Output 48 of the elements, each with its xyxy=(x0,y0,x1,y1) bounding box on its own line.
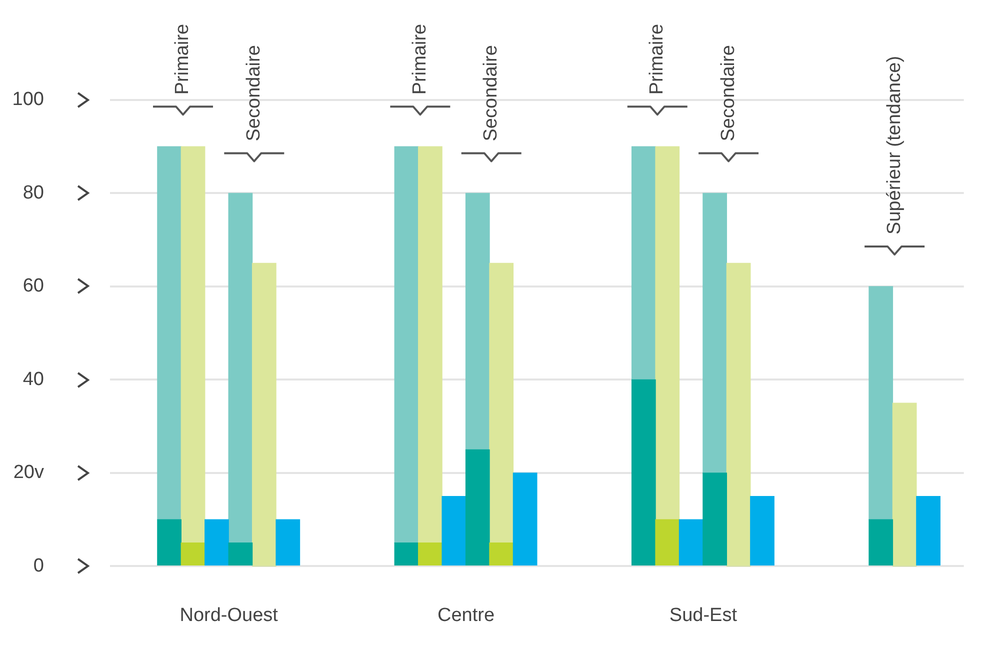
bar xyxy=(631,146,656,380)
bar xyxy=(180,542,206,566)
bar xyxy=(702,472,728,566)
bar xyxy=(892,402,917,566)
bar xyxy=(678,519,704,566)
bar xyxy=(655,146,680,520)
bar xyxy=(394,542,419,566)
bar xyxy=(228,192,253,544)
bar xyxy=(418,146,442,544)
x-tick-label: Centre xyxy=(438,604,495,626)
text: Primaire xyxy=(172,24,194,95)
bar xyxy=(655,519,680,566)
bar xyxy=(157,146,182,520)
y-tick-label: 80 xyxy=(22,182,44,204)
bar xyxy=(512,472,538,566)
bar xyxy=(252,262,276,566)
bar xyxy=(916,496,940,566)
annotation: Secondaire xyxy=(480,45,502,142)
bar xyxy=(726,262,751,566)
y-tick-label: 20v xyxy=(13,462,44,484)
bar xyxy=(157,519,182,566)
x-tick-label: Nord-Ouest xyxy=(180,604,279,626)
bar xyxy=(204,519,229,566)
bar xyxy=(418,542,442,566)
bar xyxy=(868,286,894,520)
x-tick-label: Sud-Est xyxy=(669,604,738,626)
y-tick-label: 60 xyxy=(22,276,44,297)
annotation: Secondaire xyxy=(243,45,264,142)
bar xyxy=(489,542,514,566)
bar xyxy=(465,449,490,566)
bar xyxy=(180,146,206,544)
annotation: Supérieur (tendance) xyxy=(884,56,905,234)
y-tick-label: 0 xyxy=(33,555,44,576)
bar xyxy=(276,519,300,566)
bar xyxy=(868,519,894,566)
bar xyxy=(489,262,514,544)
bar xyxy=(702,192,728,474)
bar xyxy=(228,542,253,566)
bar xyxy=(465,192,490,450)
bar xyxy=(750,496,774,566)
bar xyxy=(394,146,419,544)
annotation: Secondaire xyxy=(718,45,739,142)
text: Primaire xyxy=(646,24,668,95)
y-tick-label: 40 xyxy=(22,368,44,390)
text: Primaire xyxy=(409,24,430,95)
bar xyxy=(442,496,466,566)
y-tick-label: 100 xyxy=(12,89,44,110)
bar xyxy=(631,379,656,566)
